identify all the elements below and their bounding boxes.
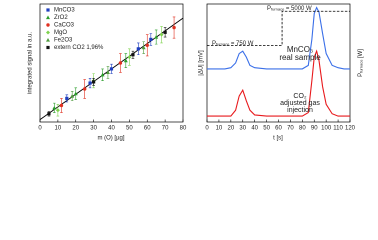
x-tick-label: 70 bbox=[162, 126, 169, 132]
point bbox=[131, 53, 135, 57]
y2-label: Pfurnace[W] bbox=[358, 49, 364, 77]
subscript: furnace bbox=[359, 59, 364, 73]
annotation: MnCO₃ bbox=[287, 45, 313, 54]
legend-label: CaCO3 bbox=[54, 23, 75, 29]
x-label: t [s] bbox=[273, 136, 283, 142]
x-tick-label: 0 bbox=[38, 126, 42, 132]
point bbox=[46, 30, 50, 35]
point bbox=[136, 47, 140, 51]
legend-label: ZrO2 bbox=[54, 15, 68, 21]
point bbox=[172, 25, 176, 30]
annotation: Pfurnace = 5000 W bbox=[267, 6, 312, 12]
x-tick-label: 110 bbox=[333, 126, 343, 132]
point bbox=[88, 81, 92, 85]
subscript: furnace bbox=[216, 42, 230, 47]
point bbox=[70, 94, 75, 98]
point bbox=[123, 58, 128, 63]
point bbox=[46, 8, 50, 12]
subscript: furnace bbox=[271, 7, 285, 12]
point bbox=[109, 67, 114, 71]
y-label: |ΔU| [mV] bbox=[199, 50, 205, 76]
legend-label: MgO bbox=[54, 30, 67, 36]
symbol: P bbox=[358, 73, 364, 77]
point bbox=[65, 96, 69, 100]
unit: [W] bbox=[358, 49, 364, 58]
x-tick-label: 50 bbox=[126, 126, 133, 132]
annotation: injection bbox=[287, 107, 313, 114]
x-tick-label: 10 bbox=[216, 126, 223, 132]
power-line bbox=[207, 10, 350, 46]
x-tick-label: 70 bbox=[287, 126, 294, 132]
line bbox=[207, 6, 350, 70]
point bbox=[159, 32, 164, 37]
x-tick-label: 120 bbox=[345, 126, 356, 132]
figure: integrated signal in a.u. m (O) [µg] |ΔU… bbox=[28, 3, 364, 142]
x-tick-label: 60 bbox=[275, 126, 282, 132]
point bbox=[46, 45, 50, 50]
x-tick-label: 20 bbox=[72, 126, 79, 132]
point bbox=[47, 112, 51, 116]
x-tick-label: 30 bbox=[239, 126, 246, 132]
x-tick-label: 40 bbox=[108, 126, 115, 132]
point bbox=[141, 45, 146, 50]
annotation: adjusted gas bbox=[280, 100, 320, 107]
symbol: P bbox=[212, 41, 216, 47]
point bbox=[163, 30, 167, 34]
legend-label: MnCO3 bbox=[54, 8, 75, 14]
x-label: m (O) [µg] bbox=[97, 136, 124, 142]
x-tick-label: 90 bbox=[311, 126, 318, 132]
annotation: CO₂ bbox=[293, 93, 307, 100]
point bbox=[73, 91, 78, 96]
text: = 5000 W bbox=[286, 6, 312, 12]
annotation: real sample bbox=[279, 53, 321, 62]
point bbox=[52, 105, 57, 110]
point bbox=[46, 15, 50, 20]
x-tick-label: 80 bbox=[299, 126, 306, 132]
x-tick-label: 40 bbox=[251, 126, 258, 132]
x-tick-label: 60 bbox=[144, 126, 151, 132]
symbol: P bbox=[267, 6, 271, 12]
right-frame bbox=[206, 3, 351, 123]
x-tick-label: 0 bbox=[205, 126, 209, 132]
point bbox=[118, 61, 123, 65]
text: = 750 W bbox=[231, 41, 254, 47]
point bbox=[46, 23, 50, 27]
point bbox=[149, 37, 153, 41]
x-tick-label: 20 bbox=[227, 126, 234, 132]
legend-label: extern CO2 1,96% bbox=[54, 45, 104, 51]
point bbox=[82, 87, 87, 91]
x-tick-label: 80 bbox=[180, 126, 187, 132]
x-tick-label: 100 bbox=[321, 126, 332, 132]
point bbox=[55, 108, 60, 113]
legend-label: Fe2O3 bbox=[54, 38, 73, 44]
page: integrated signal in a.u. m (O) [µg] |ΔU… bbox=[27, 3, 364, 142]
point bbox=[92, 80, 96, 84]
x-tick-label: 10 bbox=[55, 126, 62, 132]
x-tick-label: 50 bbox=[263, 126, 270, 132]
point bbox=[105, 70, 110, 75]
annotation: Pfurnace = 750 W bbox=[212, 41, 254, 47]
point bbox=[154, 35, 159, 39]
point bbox=[145, 43, 149, 47]
y-label: integrated signal in a.u. bbox=[28, 32, 34, 94]
x-tick-label: 30 bbox=[90, 126, 97, 132]
line bbox=[207, 49, 350, 117]
point bbox=[59, 103, 64, 108]
point bbox=[100, 72, 105, 77]
point bbox=[46, 38, 50, 42]
point bbox=[127, 55, 132, 60]
